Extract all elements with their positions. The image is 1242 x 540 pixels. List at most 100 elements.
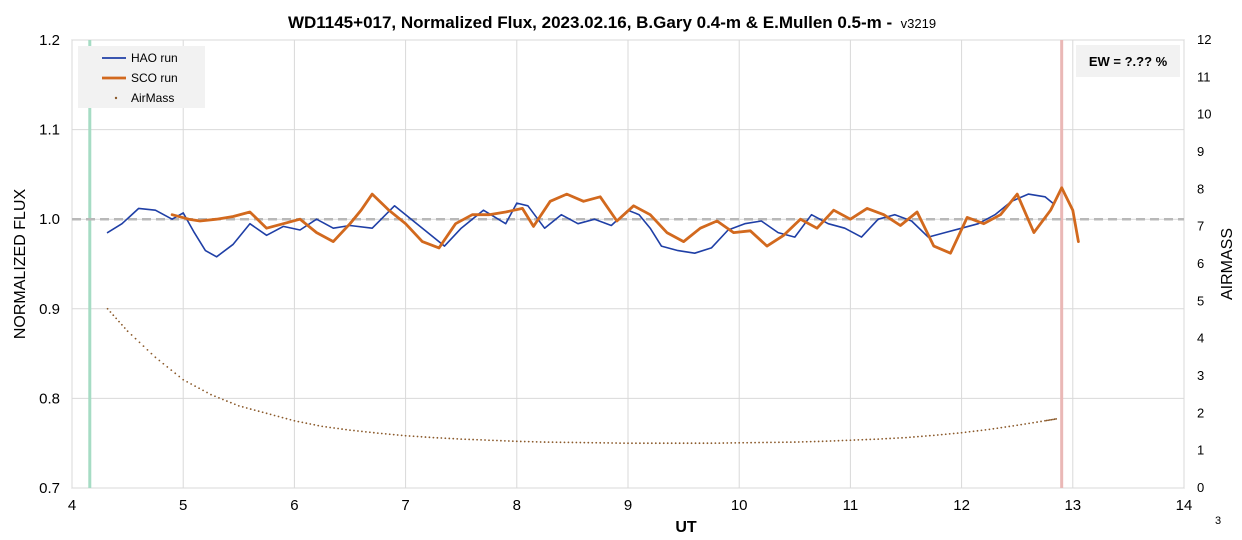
airmass-point xyxy=(690,442,693,445)
airmass-point xyxy=(333,427,336,429)
y2-tick-label: 2 xyxy=(1197,405,1204,420)
airmass-point xyxy=(742,441,745,444)
airmass-point xyxy=(857,438,860,441)
airmass-point xyxy=(813,440,816,443)
airmass-point xyxy=(746,441,749,444)
airmass-point xyxy=(345,428,347,431)
airmass-point xyxy=(714,442,717,445)
airmass-point xyxy=(944,433,947,436)
airmass-point xyxy=(781,441,784,444)
airmass-point xyxy=(1052,418,1054,421)
airmass-point xyxy=(893,437,895,440)
airmass-point xyxy=(817,440,820,443)
airmass-point xyxy=(821,440,824,443)
y2-tick-label: 7 xyxy=(1197,219,1204,234)
airmass-point xyxy=(253,409,256,412)
airmass-point xyxy=(551,441,554,444)
airmass-point xyxy=(539,441,542,443)
airmass-point xyxy=(650,442,653,445)
airmass-point xyxy=(392,433,395,436)
x-tick-label: 13 xyxy=(1064,497,1081,514)
airmass-point xyxy=(166,366,169,368)
airmass-point xyxy=(730,442,733,444)
airmass-point xyxy=(905,436,907,439)
x-tick-label: 7 xyxy=(401,497,409,514)
airmass-point xyxy=(325,426,328,428)
airmass-point xyxy=(928,434,931,437)
airmass-point xyxy=(500,439,502,442)
airmass-point xyxy=(766,441,768,444)
airmass-point xyxy=(273,414,276,417)
airmass-point xyxy=(555,441,558,444)
y2-axis-label: AIRMASS xyxy=(1219,228,1236,300)
y2-tick-label: 10 xyxy=(1197,107,1211,122)
airmass-point xyxy=(1004,426,1007,428)
airmass-point xyxy=(960,431,963,434)
airmass-point xyxy=(241,406,244,408)
airmass-point xyxy=(190,383,193,385)
ew-annotation: EW = ?.?? % xyxy=(1076,45,1180,77)
airmass-point xyxy=(249,408,252,410)
airmass-point xyxy=(682,442,685,445)
y2-tick-label: 9 xyxy=(1197,144,1204,159)
airmass-point xyxy=(611,442,614,444)
airmass-point xyxy=(400,434,403,437)
airmass-point xyxy=(531,440,534,443)
airmass-point xyxy=(388,433,391,436)
airmass-point xyxy=(706,442,709,445)
airmass-point xyxy=(301,421,304,424)
airmass-point xyxy=(329,426,332,429)
airmass-point xyxy=(214,395,216,398)
airmass-point xyxy=(1012,424,1015,427)
airmass-point xyxy=(265,412,268,415)
airmass-point xyxy=(349,429,351,432)
airmass-point xyxy=(194,385,197,388)
airmass-point xyxy=(968,430,971,433)
airmass-point xyxy=(694,442,697,445)
airmass-point xyxy=(762,441,764,444)
airmass-point xyxy=(130,334,133,336)
airmass-point xyxy=(503,439,506,442)
airmass-point xyxy=(396,434,399,436)
airmass-point xyxy=(420,435,423,438)
airmass-point xyxy=(583,441,586,444)
airmass-point xyxy=(1028,422,1031,425)
airmass-point xyxy=(535,440,538,443)
airmass-point xyxy=(881,437,884,440)
airmass-point xyxy=(996,427,999,430)
airmass-point xyxy=(412,435,415,438)
airmass-point xyxy=(523,440,526,443)
airmass-point xyxy=(210,393,212,396)
airmass-point xyxy=(829,440,832,442)
airmass-point xyxy=(726,442,729,444)
airmass-point xyxy=(222,398,224,401)
grid xyxy=(71,39,1185,489)
airmass-point xyxy=(404,434,407,437)
airmass-point xyxy=(885,437,888,440)
airmass-point xyxy=(718,442,721,444)
airmass-point xyxy=(670,442,673,445)
airmass-point xyxy=(571,441,574,444)
airmass-point xyxy=(976,429,979,432)
y-tick-labels: 0.7 0.8 0.9 1.0 1.1 1.2 xyxy=(39,32,60,497)
airmass-point xyxy=(353,429,355,432)
airmass-point xyxy=(1020,423,1023,426)
airmass-point xyxy=(488,439,490,442)
x-axis-label: UT xyxy=(675,519,697,536)
airmass-point xyxy=(758,441,760,444)
airmass-point xyxy=(662,442,665,445)
series-hao-run xyxy=(106,193,1054,258)
airmass-point xyxy=(988,428,991,431)
airmass-point xyxy=(341,428,343,430)
x-tick-label: 9 xyxy=(624,497,632,514)
airmass-point xyxy=(770,441,772,444)
airmass-point xyxy=(1008,425,1011,428)
airmass-point xyxy=(408,435,411,437)
airmass-point xyxy=(559,441,562,444)
vertical-markers xyxy=(88,40,1064,488)
airmass-point xyxy=(615,442,617,444)
airmass-point xyxy=(126,330,129,333)
airmass-point xyxy=(361,430,363,433)
airmass-point xyxy=(849,439,852,442)
